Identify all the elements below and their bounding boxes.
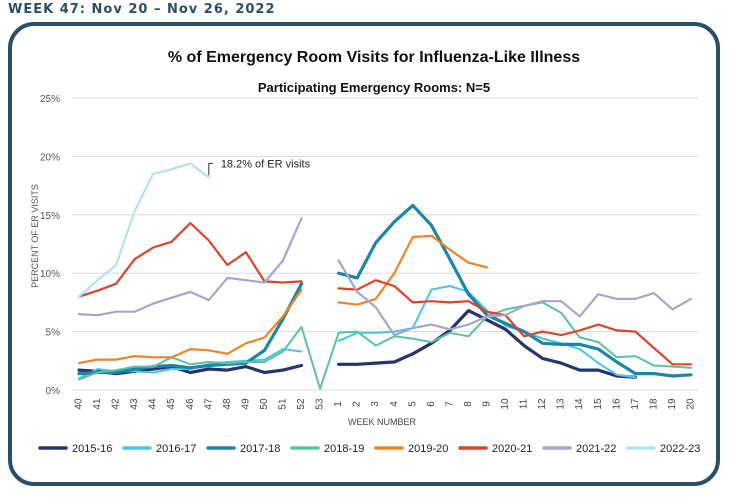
series-lines — [77, 162, 693, 390]
x-tick-label: 8 — [463, 401, 474, 407]
x-tick-label: 16 — [611, 398, 622, 410]
y-tick-label: 25% — [40, 94, 60, 105]
x-tick-label: 5 — [407, 401, 418, 407]
chart-subtitle: Participating Emergency Rooms: N=5 — [258, 80, 490, 95]
x-tick-label: 50 — [259, 398, 270, 410]
x-tick-labels: 40 41 42 43 44 45 46 47 48 49 50 51 52 53 1 2 3 4 5 6 7 8 9 10 1… — [74, 398, 697, 410]
y-tick-labels: 0% 5% 10% 15% 20% 25% — [40, 94, 60, 397]
x-tick-label: 53 — [315, 398, 326, 410]
legend-label-2020-21: 2020-21 — [492, 443, 532, 455]
x-tick-label: 12 — [537, 398, 548, 410]
week-header: WEEK 47: Nov 20 – Nov 26, 2022 — [8, 2, 276, 17]
y-tick-label: 0% — [46, 386, 61, 397]
x-tick-label: 20 — [686, 398, 697, 410]
legend-label-2018-19: 2018-19 — [324, 443, 364, 455]
x-tick-label: 19 — [667, 398, 678, 410]
x-tick-label: 41 — [92, 398, 103, 410]
x-tick-label: 7 — [444, 401, 455, 407]
x-tick-label: 9 — [482, 401, 493, 407]
x-axis-label: WEEK NUMBER — [348, 417, 417, 427]
legend-label-2019-20: 2019-20 — [408, 443, 448, 455]
x-tick-label: 43 — [129, 398, 140, 410]
series-line-2022-23 — [77, 162, 210, 298]
x-tick-label: 47 — [203, 398, 214, 410]
legend-label-2022-23: 2022-23 — [660, 443, 700, 455]
y-tick-label: 20% — [40, 152, 60, 163]
x-tick-label: 3 — [370, 401, 381, 407]
x-tick-label: 46 — [185, 398, 196, 410]
chart-title: % of Emergency Room Visits for Influenza… — [168, 49, 580, 66]
chart-frame — [8, 22, 720, 486]
series-line-2019-20 — [77, 234, 489, 365]
x-tick-label: 42 — [111, 398, 122, 410]
x-tick-label: 2 — [352, 401, 363, 407]
series-line-2017-18 — [77, 203, 693, 378]
x-tick-label: 45 — [166, 398, 177, 410]
x-tick-label: 10 — [500, 398, 511, 410]
gridlines — [72, 97, 698, 391]
legend-label-2021-22: 2021-22 — [576, 443, 616, 455]
x-tick-label: 51 — [278, 398, 289, 410]
y-tick-label: 15% — [40, 211, 60, 222]
series-line-2018-19 — [78, 301, 692, 390]
annotation-leader — [208, 162, 213, 176]
x-tick-label: 6 — [426, 401, 437, 407]
annotation: 18.2% of ER visits — [208, 158, 311, 176]
x-tick-label: 17 — [630, 398, 641, 410]
x-tick-label: 15 — [593, 398, 604, 410]
y-tick-label: 5% — [46, 328, 61, 339]
legend-label-2017-18: 2017-18 — [240, 443, 280, 455]
x-tick-label: 4 — [389, 401, 400, 407]
legend-label-2016-17: 2016-17 — [156, 443, 196, 455]
x-tick-label: 13 — [556, 398, 567, 410]
x-tick-label: 14 — [574, 398, 585, 410]
x-tick-label: 48 — [222, 398, 233, 410]
legend-label-2015-16: 2015-16 — [72, 443, 112, 455]
x-tick-label: 40 — [74, 398, 85, 410]
series-line-2021-22 — [77, 217, 693, 337]
x-tick-label: 44 — [148, 398, 159, 410]
x-tick-label: 52 — [296, 398, 307, 410]
x-tick-label: 1 — [333, 401, 344, 407]
y-tick-label: 10% — [40, 269, 60, 280]
x-tick-label: 49 — [240, 398, 251, 410]
x-tick-label: 18 — [648, 398, 659, 410]
y-axis-label: PERCENT OF ER VISITS — [30, 184, 40, 288]
x-tick-label: 11 — [519, 398, 530, 409]
annotation-text: 18.2% of ER visits — [221, 158, 311, 170]
legend: 2015-16 2016-17 2017-18 2018-19 2019-20 2020-… — [38, 443, 700, 455]
